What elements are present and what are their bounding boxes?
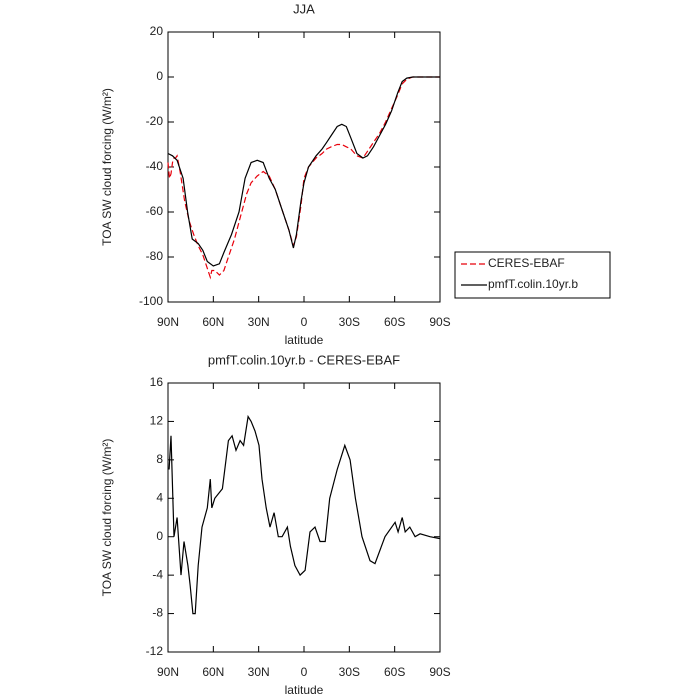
x-tick-label: 90S bbox=[429, 665, 450, 679]
x-tick-label: 30N bbox=[248, 315, 270, 329]
y-axis-label: TOA SW cloud forcing (W/m²) bbox=[100, 439, 114, 597]
y-tick-label: 20 bbox=[150, 24, 164, 38]
legend-label: CERES-EBAF bbox=[488, 256, 565, 270]
legend-label: pmfT.colin.10yr.b bbox=[488, 277, 578, 291]
y-tick-label: -60 bbox=[146, 204, 164, 218]
y-tick-label: -20 bbox=[146, 114, 164, 128]
x-axis-label: latitude bbox=[285, 333, 324, 347]
data-line bbox=[167, 76, 440, 267]
y-tick-label: -100 bbox=[139, 294, 163, 308]
x-tick-label: 0 bbox=[301, 315, 308, 329]
legend-box bbox=[454, 251, 611, 299]
y-tick-label: 0 bbox=[156, 529, 163, 543]
chart-title: pmfT.colin.10yr.b - CERES-EBAF bbox=[208, 352, 400, 367]
x-tick-label: 90N bbox=[157, 665, 179, 679]
x-tick-label: 30N bbox=[248, 665, 270, 679]
x-tick-label: 60N bbox=[202, 315, 224, 329]
y-tick-label: 16 bbox=[150, 375, 164, 389]
x-tick-label: 0 bbox=[301, 665, 308, 679]
plot-frame bbox=[167, 31, 441, 303]
data-line bbox=[167, 76, 440, 280]
y-tick-label: -12 bbox=[146, 644, 164, 658]
data-line bbox=[168, 414, 441, 615]
y-tick-label: -80 bbox=[146, 249, 164, 263]
y-axis-label: TOA SW cloud forcing (W/m²) bbox=[100, 88, 114, 246]
plot-frame bbox=[167, 382, 441, 653]
x-tick-label: 60S bbox=[384, 665, 405, 679]
x-tick-label: 30S bbox=[339, 315, 360, 329]
y-tick-label: -40 bbox=[146, 159, 164, 173]
x-axis-label: latitude bbox=[285, 683, 324, 697]
y-tick-label: 12 bbox=[150, 414, 164, 428]
y-tick-label: -8 bbox=[152, 606, 163, 620]
y-tick-label: 8 bbox=[156, 452, 163, 466]
chart-title: JJA bbox=[293, 1, 315, 16]
x-tick-label: 60S bbox=[384, 315, 405, 329]
y-tick-label: -4 bbox=[152, 567, 163, 581]
x-tick-label: 60N bbox=[202, 665, 224, 679]
x-tick-label: 90N bbox=[157, 315, 179, 329]
y-tick-label: 0 bbox=[156, 69, 163, 83]
y-tick-label: 4 bbox=[156, 490, 163, 504]
x-tick-label: 90S bbox=[429, 315, 450, 329]
x-tick-label: 30S bbox=[339, 665, 360, 679]
